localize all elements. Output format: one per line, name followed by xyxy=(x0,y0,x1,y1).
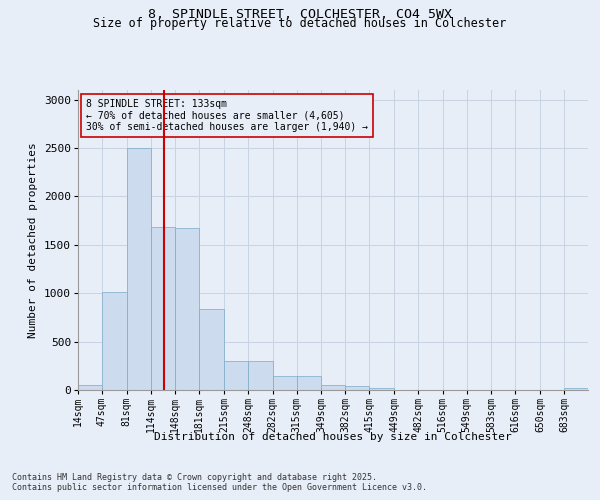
Bar xyxy=(78,384,102,390)
Text: Contains HM Land Registry data © Crown copyright and database right 2025.: Contains HM Land Registry data © Crown c… xyxy=(12,472,377,482)
Text: Size of property relative to detached houses in Colchester: Size of property relative to detached ho… xyxy=(94,18,506,30)
Bar xyxy=(102,292,127,390)
Bar xyxy=(346,386,370,390)
Bar xyxy=(248,362,273,390)
Bar xyxy=(224,361,248,390)
Bar xyxy=(127,148,151,390)
Bar xyxy=(322,385,346,390)
Bar xyxy=(273,376,296,390)
Y-axis label: Number of detached properties: Number of detached properties xyxy=(28,142,38,338)
Bar xyxy=(151,228,175,390)
Bar xyxy=(296,376,322,390)
Text: Contains public sector information licensed under the Open Government Licence v3: Contains public sector information licen… xyxy=(12,482,427,492)
Text: 8, SPINDLE STREET, COLCHESTER, CO4 5WX: 8, SPINDLE STREET, COLCHESTER, CO4 5WX xyxy=(148,8,452,20)
Bar xyxy=(199,308,224,390)
Text: Distribution of detached houses by size in Colchester: Distribution of detached houses by size … xyxy=(154,432,512,442)
Bar xyxy=(175,228,199,390)
Text: 8 SPINDLE STREET: 133sqm
← 70% of detached houses are smaller (4,605)
30% of sem: 8 SPINDLE STREET: 133sqm ← 70% of detach… xyxy=(86,99,368,132)
Bar xyxy=(564,388,588,390)
Bar xyxy=(370,388,394,390)
